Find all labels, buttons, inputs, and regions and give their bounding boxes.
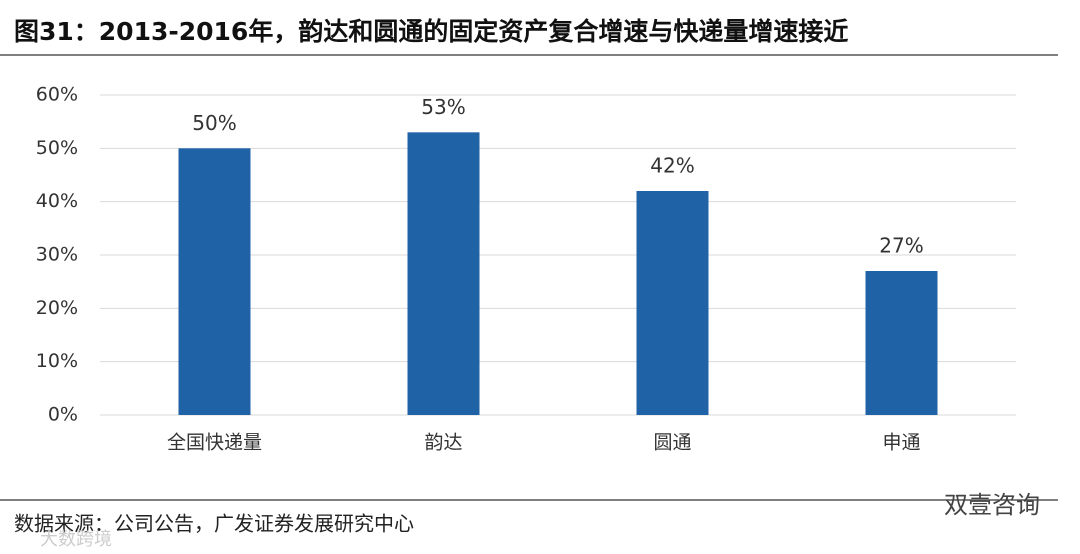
value-label: 27% bbox=[879, 234, 923, 258]
x-tick-label: 全国快递量 bbox=[167, 432, 262, 454]
y-tick-label: 0% bbox=[48, 404, 78, 426]
bar bbox=[407, 132, 480, 416]
x-tick-label: 圆通 bbox=[653, 432, 691, 454]
watermark: 双壹咨询 bbox=[944, 491, 1040, 519]
y-tick-label: 50% bbox=[36, 137, 78, 159]
watermark: 大数跨境 bbox=[40, 529, 112, 550]
bar bbox=[636, 191, 709, 415]
source-note: 数据来源：公司公告，广发证券发展研究中心 bbox=[14, 512, 414, 536]
value-label: 53% bbox=[421, 95, 465, 119]
chart-title: 图31：2013-2016年，韵达和圆通的固定资产复合增速与快递量增速接近 bbox=[14, 17, 848, 46]
value-label: 50% bbox=[192, 111, 236, 135]
y-tick-label: 30% bbox=[36, 244, 78, 266]
bar bbox=[178, 148, 251, 416]
y-tick-label: 60% bbox=[36, 84, 78, 106]
y-tick-label: 20% bbox=[36, 297, 78, 319]
value-label: 42% bbox=[650, 154, 694, 178]
y-tick-label: 10% bbox=[36, 350, 78, 372]
y-tick-label: 40% bbox=[36, 190, 78, 212]
bar bbox=[865, 271, 938, 415]
x-tick-label: 韵达 bbox=[424, 432, 462, 454]
x-tick-label: 申通 bbox=[882, 432, 920, 454]
